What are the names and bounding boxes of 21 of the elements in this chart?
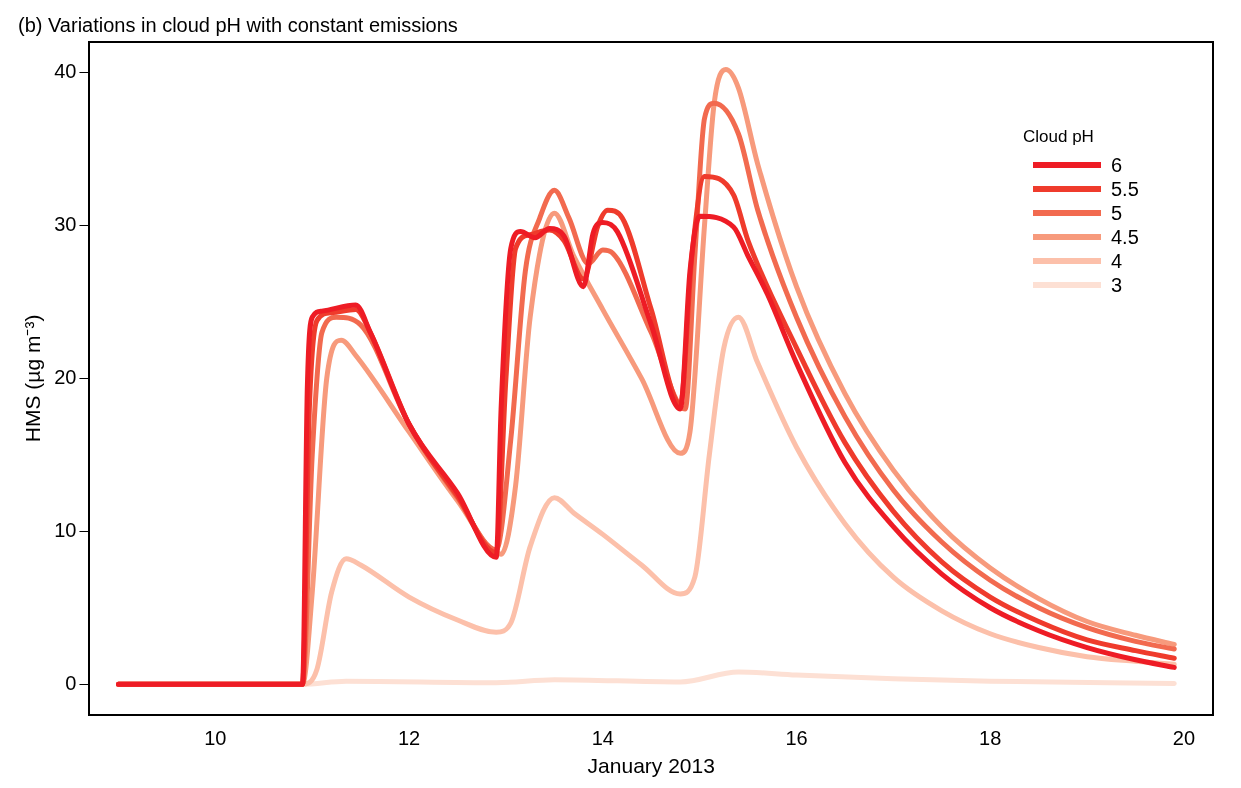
x-tick-label: 20	[1172, 727, 1196, 750]
y-tick-label: 40	[54, 60, 77, 83]
legend-title: Cloud pH	[1023, 126, 1094, 146]
x-axis-title: January 2013	[587, 754, 715, 778]
legend-label: 6	[1111, 153, 1123, 176]
legend-label: 4	[1111, 249, 1123, 272]
legend-label: 5.5	[1111, 177, 1139, 200]
y-tick-label: 20	[54, 365, 77, 388]
legend-label: 5	[1111, 201, 1123, 224]
y-tick-label: 10	[54, 518, 77, 541]
x-tick-label: 10	[204, 727, 227, 750]
x-tick-label: 16	[785, 727, 808, 750]
chart-title: (b) Variations in cloud pH with constant emissions	[18, 13, 458, 36]
legend-label: 3	[1111, 273, 1123, 296]
y-tick-label: 0	[65, 671, 77, 694]
x-tick-label: 12	[397, 727, 421, 750]
y-axis-title: HMS (µg m⁻³)	[21, 314, 45, 443]
y-tick-label: 30	[54, 213, 77, 236]
x-tick-label: 18	[979, 727, 1002, 750]
legend-label: 4.5	[1111, 225, 1139, 248]
x-tick-label: 14	[591, 727, 614, 750]
